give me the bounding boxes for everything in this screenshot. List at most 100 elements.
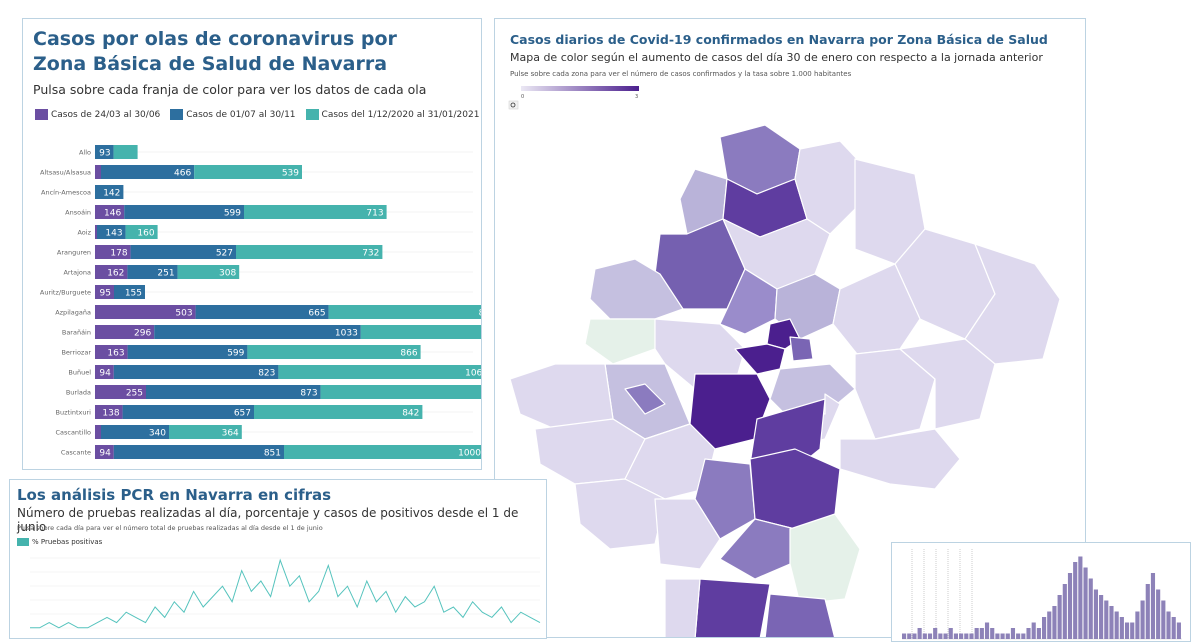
mini-histogram-panel (891, 542, 1191, 642)
legend-wave3-label: Casos del 1/12/2020 al 31/01/2021 (321, 109, 480, 120)
bar-segment (95, 425, 101, 439)
zone-ribera-1[interactable] (694, 578, 771, 638)
bar-segment (113, 365, 279, 379)
bar-segment (95, 345, 128, 359)
bar-segment (95, 185, 124, 199)
zone-west-6[interactable] (509, 363, 614, 430)
mini-bar (1052, 606, 1057, 639)
mini-bar (953, 633, 958, 639)
bar-value-label: 308 (219, 269, 236, 279)
mini-bar (969, 633, 974, 639)
pcr-panel: Los análisis PCR en Navarra en cifras Nú… (9, 479, 547, 639)
legend-wave1[interactable]: Casos de 24/03 al 30/06 (35, 109, 160, 120)
map-zoom-button[interactable] (508, 100, 519, 110)
bar-value-label: 94 (99, 369, 111, 379)
bar-segment (278, 365, 481, 379)
category-label: Cascantillo (55, 429, 91, 437)
bar-value-label: 599 (224, 209, 241, 219)
mini-bar (995, 633, 1000, 639)
mini-bar (1161, 600, 1166, 639)
bar-value-label: 466 (174, 169, 191, 179)
bar-segment (113, 445, 284, 459)
legend-wave1-swatch (35, 109, 48, 120)
bar-segment (127, 265, 178, 279)
zone-pamplona-3[interactable] (734, 343, 786, 375)
bar-segment (95, 285, 114, 299)
bar-segment (254, 405, 423, 419)
bar-value-label: 873 (300, 389, 317, 399)
mini-bar (1171, 617, 1176, 639)
category-label: Burlada (66, 389, 91, 397)
bar-value-label: 539 (282, 169, 299, 179)
legend-wave2[interactable]: Casos de 01/07 al 30/11 (170, 109, 296, 120)
bar-segment (113, 145, 138, 159)
zone-east-2[interactable] (964, 243, 1061, 365)
map-note: Pulse sobre cada zona para ver el número… (510, 70, 852, 78)
bar-value-label: 340 (149, 429, 166, 439)
mini-bar (922, 633, 927, 639)
scale-max-label: 3 (635, 94, 638, 100)
zone-pamplona-2[interactable] (789, 336, 814, 362)
mini-bar (959, 633, 964, 639)
zone-west-2[interactable] (589, 258, 684, 320)
category-label: Berriozar (61, 349, 91, 357)
mini-bar (1109, 606, 1114, 639)
bar-value-label: 503 (175, 309, 192, 319)
legend-wave2-label: Casos de 01/07 al 30/11 (186, 109, 296, 120)
zone-east-4[interactable] (899, 338, 996, 430)
zone-west-7[interactable] (624, 383, 666, 415)
bar-segment (169, 425, 242, 439)
bar-value-label: 94 (99, 449, 111, 459)
bar-segment (320, 385, 481, 399)
category-label: Aranguren (57, 249, 91, 257)
pcr-note: Pulsa sobre cada día para ver el número … (17, 524, 323, 532)
zone-west-3[interactable] (584, 318, 656, 365)
category-label: Artajona (63, 269, 91, 277)
bar-segment (195, 305, 329, 319)
mini-bar (1042, 617, 1047, 639)
bar-segment (95, 145, 114, 159)
bar-segment (114, 285, 145, 299)
mini-bar (902, 633, 907, 639)
zone-south-3[interactable] (654, 498, 721, 570)
legend-wave3-swatch (305, 109, 319, 120)
color-scale-bar (521, 86, 639, 91)
legend-wave3[interactable]: Casos del 1/12/2020 al 31/01/2021 (305, 109, 480, 120)
bar-segment (244, 205, 387, 219)
bar-value-label: 95 (100, 289, 111, 299)
bar-segment (360, 325, 481, 339)
zone-south-5[interactable] (789, 513, 861, 605)
bar-value-label: 1063 (465, 369, 481, 379)
legend-wave1-label: Casos de 24/03 al 30/06 (51, 109, 161, 120)
bar-value-label: 665 (308, 309, 325, 319)
bar-value-label: 851 (479, 309, 481, 319)
mini-bar (907, 633, 912, 639)
pcr-positivity-line (30, 558, 541, 629)
pcr-legend-label: % Pruebas positivas (32, 538, 103, 546)
mini-bar (938, 633, 943, 639)
bar-value-label: 842 (402, 409, 419, 419)
mini-bar (927, 633, 933, 639)
bar-segment (247, 345, 421, 359)
bar-segment (154, 325, 361, 339)
mini-histogram (902, 549, 1182, 640)
bar-value-label: 178 (110, 249, 127, 259)
category-label: Auritz/Burguete (40, 289, 91, 297)
bar-value-label: 163 (107, 349, 124, 359)
bar-segment (122, 405, 254, 419)
zone-southeast-1[interactable] (839, 428, 961, 490)
zone-southwest-3[interactable] (574, 478, 666, 550)
bar-value-label: 599 (227, 349, 244, 359)
mini-bar (1067, 573, 1073, 639)
pcr-line-chart (30, 557, 541, 629)
zone-ribera-3[interactable] (664, 578, 701, 638)
waves-title-line2: Zona Básica de Salud de Navarra (33, 53, 388, 75)
zone-south-1[interactable] (694, 458, 756, 540)
bar-segment (101, 425, 169, 439)
mini-bar (1047, 611, 1052, 639)
bar-value-label: 364 (222, 429, 239, 439)
zone-south-4[interactable] (719, 518, 796, 580)
zone-ribera-2[interactable] (764, 593, 836, 638)
bar-segment (95, 325, 155, 339)
pcr-legend[interactable]: % Pruebas positivas (17, 538, 102, 546)
